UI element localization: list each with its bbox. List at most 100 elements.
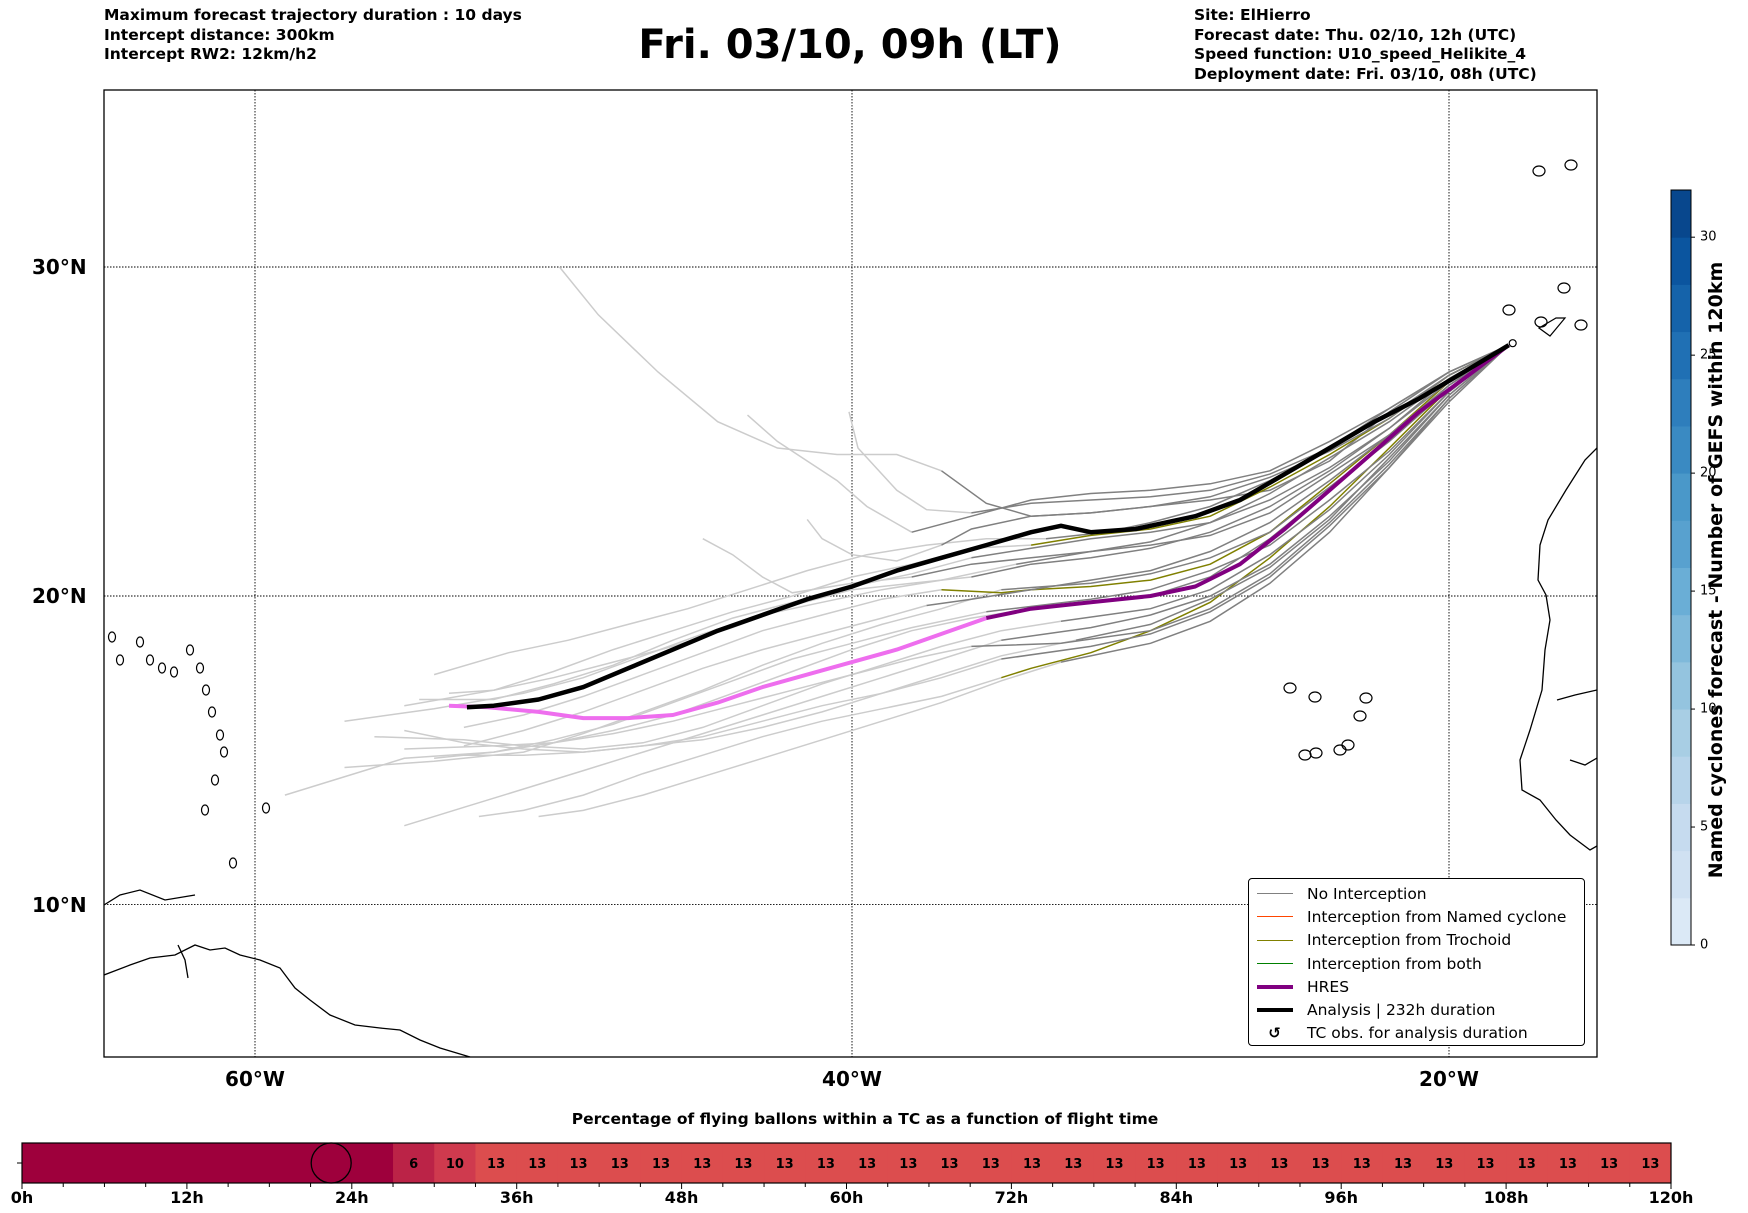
island: [1564, 159, 1578, 171]
tc-bar-value: 13: [776, 1157, 794, 1172]
colorbar-tick-label: 25: [1700, 347, 1717, 363]
tc-bar-bin: [1217, 1143, 1260, 1183]
tc-bar-value: 13: [1559, 1157, 1577, 1172]
tc-bar-bin: [1176, 1143, 1219, 1183]
tc-bar-value: 13: [1312, 1157, 1330, 1172]
colorbar-level: [1671, 520, 1691, 568]
tc-bar-bin: [846, 1143, 889, 1183]
tc-bar-tick-label: 36h: [499, 1188, 534, 1207]
analysis-trajectory: [466, 343, 1510, 710]
tc-bar-value: 13: [611, 1157, 629, 1172]
island: [1341, 739, 1355, 751]
tc-bar-value: 13: [1641, 1157, 1659, 1172]
tc-bar-bin: [1464, 1143, 1507, 1183]
island: [1353, 710, 1367, 722]
tc-bar-bin: [475, 1143, 518, 1183]
legend-label: No Interception: [1307, 884, 1427, 903]
faded-trajectory: [404, 658, 1002, 753]
island: [1532, 165, 1546, 177]
coastline: [1556, 689, 1597, 701]
cyclone-symbol-icon: ↺: [1268, 1024, 1281, 1043]
no_interception-trajectory: [971, 344, 1510, 514]
header-info-right: Site: ElHierro Forecast date: Thu. 02/10…: [1194, 6, 1537, 84]
tc-bar-bin: [1011, 1143, 1054, 1183]
main-trajectories: [448, 339, 1517, 721]
no_interception-trajectory: [911, 344, 1510, 578]
island: [207, 706, 217, 718]
island: [169, 666, 179, 678]
no_interception-trajectory: [986, 344, 1510, 613]
latitude-tick-label: 30°N: [32, 255, 87, 279]
max-duration-text: Maximum forecast trajectory duration : 1…: [104, 6, 522, 24]
legend-item-analysis: Analysis | 232h duration: [1249, 998, 1584, 1021]
tc-percentage-bar: 6 10 13 13 13 13 13 13 13 13 13 13 13 13 13 13 13 13 13 13 1…: [17, 1142, 1672, 1189]
colorbar-level: [1671, 378, 1691, 427]
tc-bar-value: 13: [1435, 1157, 1453, 1172]
tc-bar-bin: [557, 1143, 600, 1183]
colorbar-tick-label: 5: [1700, 819, 1709, 835]
colorbar-tick-label: 10: [1700, 701, 1717, 717]
tc-bar-value: 13: [858, 1157, 876, 1172]
tc-bar-bin: [22, 1143, 64, 1183]
island: [157, 662, 167, 674]
legend-label: Analysis | 232h duration: [1307, 1001, 1496, 1020]
intercept-rw2-text: Intercept RW2: 12km/h2: [104, 45, 317, 63]
tc-bar-tick-label: 96h: [1324, 1188, 1359, 1207]
main-title: Fri. 03/10, 09h (LT): [0, 22, 1700, 68]
faded-trajectory: [463, 588, 942, 729]
latitude-tick-label: 10°N: [32, 892, 87, 917]
faded-trajectory: [344, 563, 1017, 722]
legend-line-orange-icon: [1256, 916, 1293, 918]
tc-bar-bin: [516, 1143, 559, 1183]
tc-bar-value: 6: [409, 1157, 418, 1172]
no_interception-trajectory: [911, 344, 1510, 533]
faded-trajectory: [463, 604, 927, 747]
launch-site-marker: [1508, 339, 1517, 348]
tc-bar-bin: [1547, 1143, 1590, 1183]
legend-item-trochoid: Interception from Trochoid: [1249, 929, 1584, 952]
coastline: [1569, 757, 1597, 766]
longitude-tick-label: 20°W: [1419, 1067, 1479, 1091]
tc-bar-tick-label: 108h: [1483, 1188, 1529, 1207]
colorbar-level: [1671, 190, 1691, 238]
tc-bar-bin: [1423, 1143, 1466, 1183]
colorbar-level: [1671, 897, 1691, 946]
colorbar-level: [1671, 473, 1691, 521]
tc-bar-value: 13: [1023, 1157, 1041, 1172]
tc-bar-value: 10: [446, 1157, 464, 1172]
tc-bar-tick-label: 0h: [10, 1188, 34, 1207]
tc-bar-value: 13: [1394, 1157, 1412, 1172]
legend-label: HRES: [1307, 977, 1350, 996]
faded-trajectory: [463, 639, 1077, 756]
tc-bar-bin: [393, 1143, 435, 1183]
tc-bar-value: 13: [1105, 1157, 1123, 1172]
legend-line-purple-icon: [1256, 984, 1293, 989]
tc-bar-bin: [1382, 1143, 1425, 1183]
legend-label: Interception from Trochoid: [1307, 931, 1512, 950]
colorbar-level: [1671, 237, 1691, 285]
island: [107, 631, 117, 643]
graticule: [104, 90, 1597, 1057]
tc-bar-bin: [1258, 1143, 1301, 1183]
colorbar-tick-label: 30: [1700, 229, 1717, 245]
tc-bar-value: 13: [693, 1157, 711, 1172]
island-tenerife: [1537, 317, 1567, 337]
colorbar-level: [1671, 850, 1691, 899]
island: [185, 644, 195, 656]
tc-bar-tick-label: 48h: [664, 1188, 699, 1207]
tc-bar-bin: [104, 1143, 147, 1183]
colorbar-tick-label: 20: [1700, 465, 1717, 481]
tc-bar-bin: [1588, 1143, 1631, 1183]
colorbar-level: [1671, 425, 1691, 474]
site-text: Site: ElHierro: [1194, 6, 1311, 24]
island: [200, 804, 210, 816]
tc-bar-bin: [1341, 1143, 1383, 1183]
tc-bar-bin: [722, 1143, 765, 1183]
tc-bar-bin: [681, 1143, 724, 1183]
colorbar-level: [1671, 284, 1691, 333]
island: [115, 654, 125, 666]
island: [195, 662, 205, 674]
faded-trajectory: [848, 411, 972, 514]
tc-bar-value: 13: [1518, 1157, 1536, 1172]
header-info-left: Maximum forecast trajectory duration : 1…: [104, 6, 522, 65]
